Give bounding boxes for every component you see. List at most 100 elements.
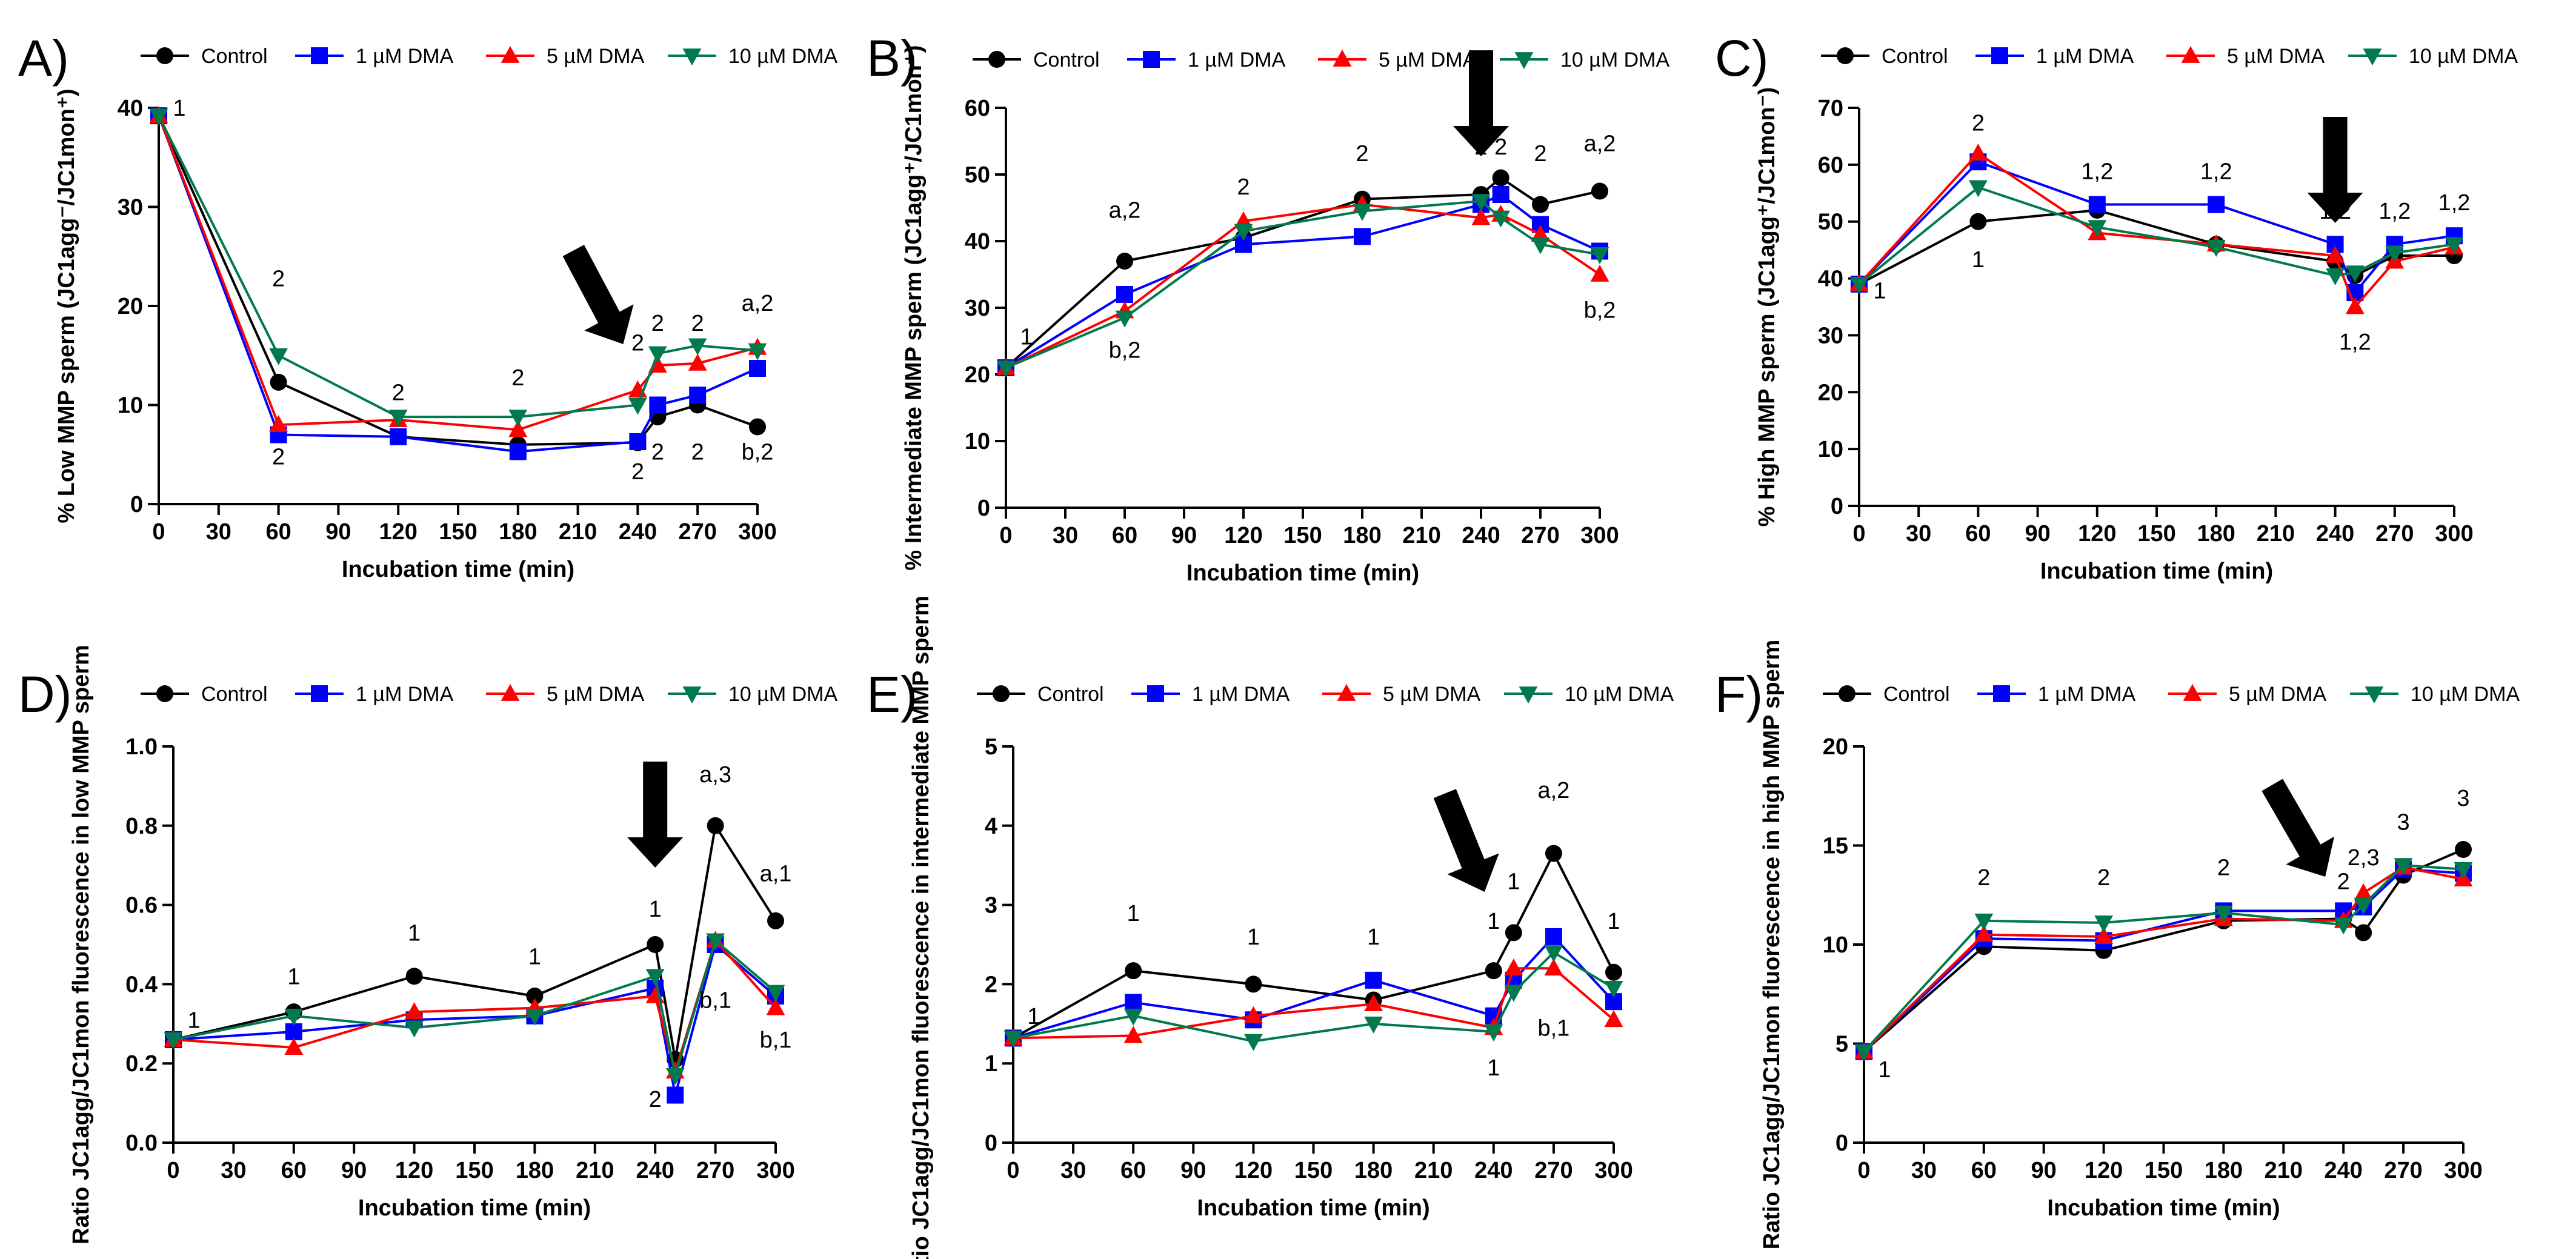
x-tick-label: 300 — [2444, 1158, 2482, 1183]
legend-marker — [682, 686, 702, 704]
y-tick-label: 2 — [985, 972, 997, 997]
legend-marker — [311, 47, 328, 64]
series-4 — [164, 933, 785, 1085]
legend-marker — [501, 683, 520, 701]
data-point — [749, 360, 766, 377]
y-axis-title: Ratio JC1agg/JC1mon fluorescence in high… — [1759, 640, 1785, 1250]
x-tick-label: 180 — [2205, 1158, 2243, 1183]
annotation: 1 — [1507, 869, 1520, 894]
data-point — [1116, 286, 1133, 303]
series-4 — [1003, 945, 1623, 1051]
legend-label: 1 µM DMA — [2038, 683, 2136, 706]
series-line — [158, 115, 758, 446]
data-point — [645, 969, 665, 986]
data-point — [1605, 963, 1622, 981]
legend-label: Control — [201, 683, 268, 706]
annotation: 1 — [1972, 247, 1985, 273]
y-tick-label: 10 — [965, 429, 990, 454]
x-tick-label: 150 — [455, 1158, 493, 1183]
legend-marker — [156, 685, 173, 702]
series-line — [1005, 176, 1600, 369]
x-tick-label: 270 — [696, 1158, 734, 1183]
x-tick-label: 120 — [395, 1158, 433, 1183]
arrow-icon — [627, 762, 684, 868]
data-point — [2334, 917, 2353, 935]
y-tick-label: 60 — [1818, 153, 1843, 178]
x-tick-label: 150 — [2137, 521, 2175, 546]
data-point — [269, 348, 288, 365]
arrow-icon — [562, 245, 634, 344]
series-line — [1013, 951, 1615, 1043]
annotation: 1 — [1247, 925, 1260, 950]
annotation: 2 — [1237, 174, 1250, 200]
legend-label: Control — [1883, 683, 1950, 706]
y-tick-label: 0 — [1835, 1131, 1848, 1156]
series-1 — [1855, 841, 2472, 1060]
x-tick-label: 300 — [738, 519, 776, 545]
data-point — [405, 1020, 424, 1038]
annotation: a,2 — [1109, 198, 1141, 224]
data-point — [1531, 237, 1550, 254]
x-tick-label: 150 — [1283, 523, 1322, 548]
annotation: b,2 — [1109, 338, 1141, 364]
legend-label: 10 µM DMA — [1560, 48, 1669, 71]
legend-marker — [2363, 48, 2382, 66]
series-line — [1863, 864, 2464, 1052]
annotation: 1 — [528, 945, 541, 970]
series-1 — [165, 817, 784, 1068]
annotation: 3 — [2397, 809, 2410, 835]
x-tick-label: 0 — [1857, 1158, 1870, 1183]
series-line — [1013, 851, 1615, 1040]
data-point — [2326, 268, 2345, 285]
series-4 — [1849, 180, 2464, 294]
x-tick-label: 30 — [1053, 523, 1078, 548]
annotation: 1,2 — [2339, 330, 2371, 355]
data-point — [1604, 981, 1623, 998]
legend-marker — [1514, 52, 1534, 70]
x-axis-title: Incubation time (min) — [2040, 559, 2273, 584]
legend-label: Control — [1033, 48, 1100, 71]
annotation: 1 — [1367, 925, 1380, 950]
data-point — [2206, 240, 2226, 257]
data-point — [2088, 196, 2106, 213]
y-tick-label: 15 — [1823, 834, 1848, 859]
series-4 — [996, 194, 1609, 378]
data-point — [1504, 985, 1523, 1002]
y-tick-label: 3 — [985, 893, 997, 919]
annotation: b,2 — [742, 439, 774, 465]
data-point — [1115, 310, 1134, 328]
x-tick-label: 180 — [499, 519, 537, 545]
y-tick-label: 0.2 — [125, 1051, 158, 1077]
y-tick-label: 20 — [965, 362, 990, 388]
data-point — [1504, 958, 1523, 976]
data-point — [649, 396, 667, 414]
panel-letter: D) — [18, 666, 72, 723]
data-point — [508, 410, 528, 427]
annotation: 2 — [1972, 111, 1985, 136]
annotation: a,3 — [699, 762, 731, 788]
x-tick-label: 240 — [1474, 1158, 1513, 1183]
x-tick-label: 270 — [1534, 1158, 1573, 1183]
panel-letter: F) — [1715, 666, 1763, 723]
annotation: 2,3 — [2348, 845, 2380, 871]
data-point — [1123, 1008, 1143, 1026]
x-tick-label: 240 — [619, 519, 657, 545]
series-line — [1858, 151, 2455, 310]
x-tick-label: 270 — [2384, 1158, 2422, 1183]
data-point — [665, 1068, 685, 1085]
arrow-icon — [2261, 779, 2335, 877]
y-tick-label: 5 — [985, 734, 997, 760]
series-line — [1858, 186, 2455, 285]
annotation: 2 — [2097, 865, 2110, 891]
data-point — [2208, 196, 2225, 213]
y-tick-label: 5 — [1835, 1032, 1848, 1057]
series-3 — [149, 105, 767, 437]
data-point — [405, 1002, 424, 1020]
x-tick-label: 90 — [1180, 1158, 1206, 1183]
y-tick-label: 0 — [1831, 494, 1843, 519]
data-point — [270, 373, 287, 391]
y-axis-title: Ratio JC1agg/JC1mon fluorescence in low … — [68, 645, 94, 1244]
annotation: 2 — [691, 311, 704, 336]
data-point — [1244, 1034, 1263, 1051]
x-tick-label: 150 — [2145, 1158, 2183, 1183]
